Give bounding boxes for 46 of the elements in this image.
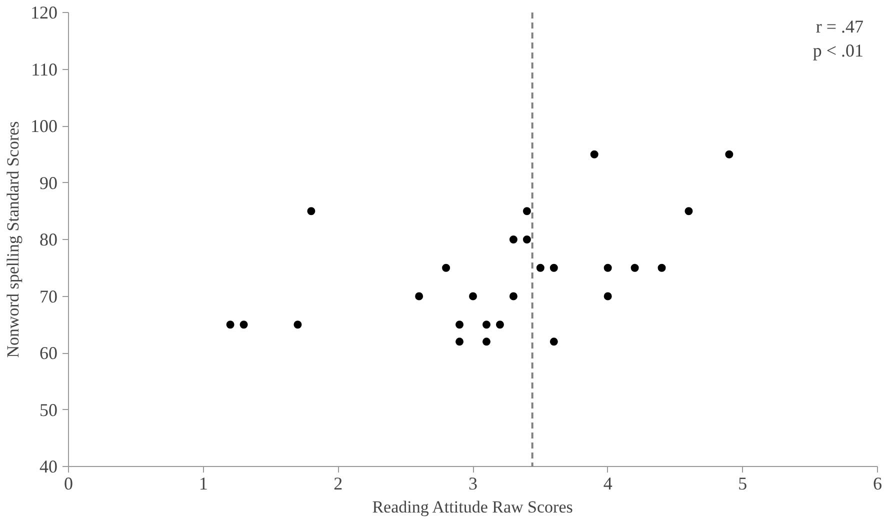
x-tick-label: 4 xyxy=(603,474,612,494)
x-tick-label: 3 xyxy=(468,474,478,494)
y-tick-label: 100 xyxy=(30,116,58,136)
point xyxy=(509,236,518,244)
point xyxy=(684,207,693,216)
point xyxy=(415,292,424,300)
y-tick-label: 40 xyxy=(40,456,58,476)
point xyxy=(550,264,558,272)
point xyxy=(456,338,464,346)
point xyxy=(307,207,316,216)
annotation: r = .47 xyxy=(816,16,864,36)
y-tick-label: 50 xyxy=(40,400,58,420)
annotation: p < .01 xyxy=(812,40,864,60)
y-tick-label: 60 xyxy=(40,343,58,363)
point xyxy=(590,150,598,158)
point xyxy=(604,264,612,272)
point xyxy=(240,320,248,329)
y-tick-label: 80 xyxy=(40,230,58,250)
point xyxy=(630,264,639,272)
point xyxy=(482,320,490,329)
point xyxy=(509,292,518,300)
point xyxy=(442,264,450,272)
x-tick-label: 6 xyxy=(873,474,882,494)
point xyxy=(604,292,612,300)
point xyxy=(536,264,544,272)
x-tick-label: 5 xyxy=(738,474,748,494)
y-tick-label: 70 xyxy=(40,286,58,306)
point xyxy=(469,292,477,300)
point xyxy=(522,236,531,244)
x-tick-label: 2 xyxy=(334,474,343,494)
point xyxy=(496,320,504,329)
x-tick-label: 1 xyxy=(198,474,208,494)
point xyxy=(456,320,464,329)
y-tick-label: 120 xyxy=(30,2,58,22)
y-axis-title: Nonword spelling Standard Scores xyxy=(4,121,22,358)
point xyxy=(522,207,531,216)
point xyxy=(226,320,234,329)
x-tick-label: 0 xyxy=(64,474,73,494)
x-axis-title: Reading Attitude Raw Scores xyxy=(372,498,573,516)
y-tick-label: 90 xyxy=(40,172,58,193)
point xyxy=(294,320,302,329)
point xyxy=(658,264,666,272)
point xyxy=(482,338,490,346)
y-tick-label: 110 xyxy=(31,59,58,80)
point xyxy=(550,338,558,346)
point xyxy=(725,150,734,158)
